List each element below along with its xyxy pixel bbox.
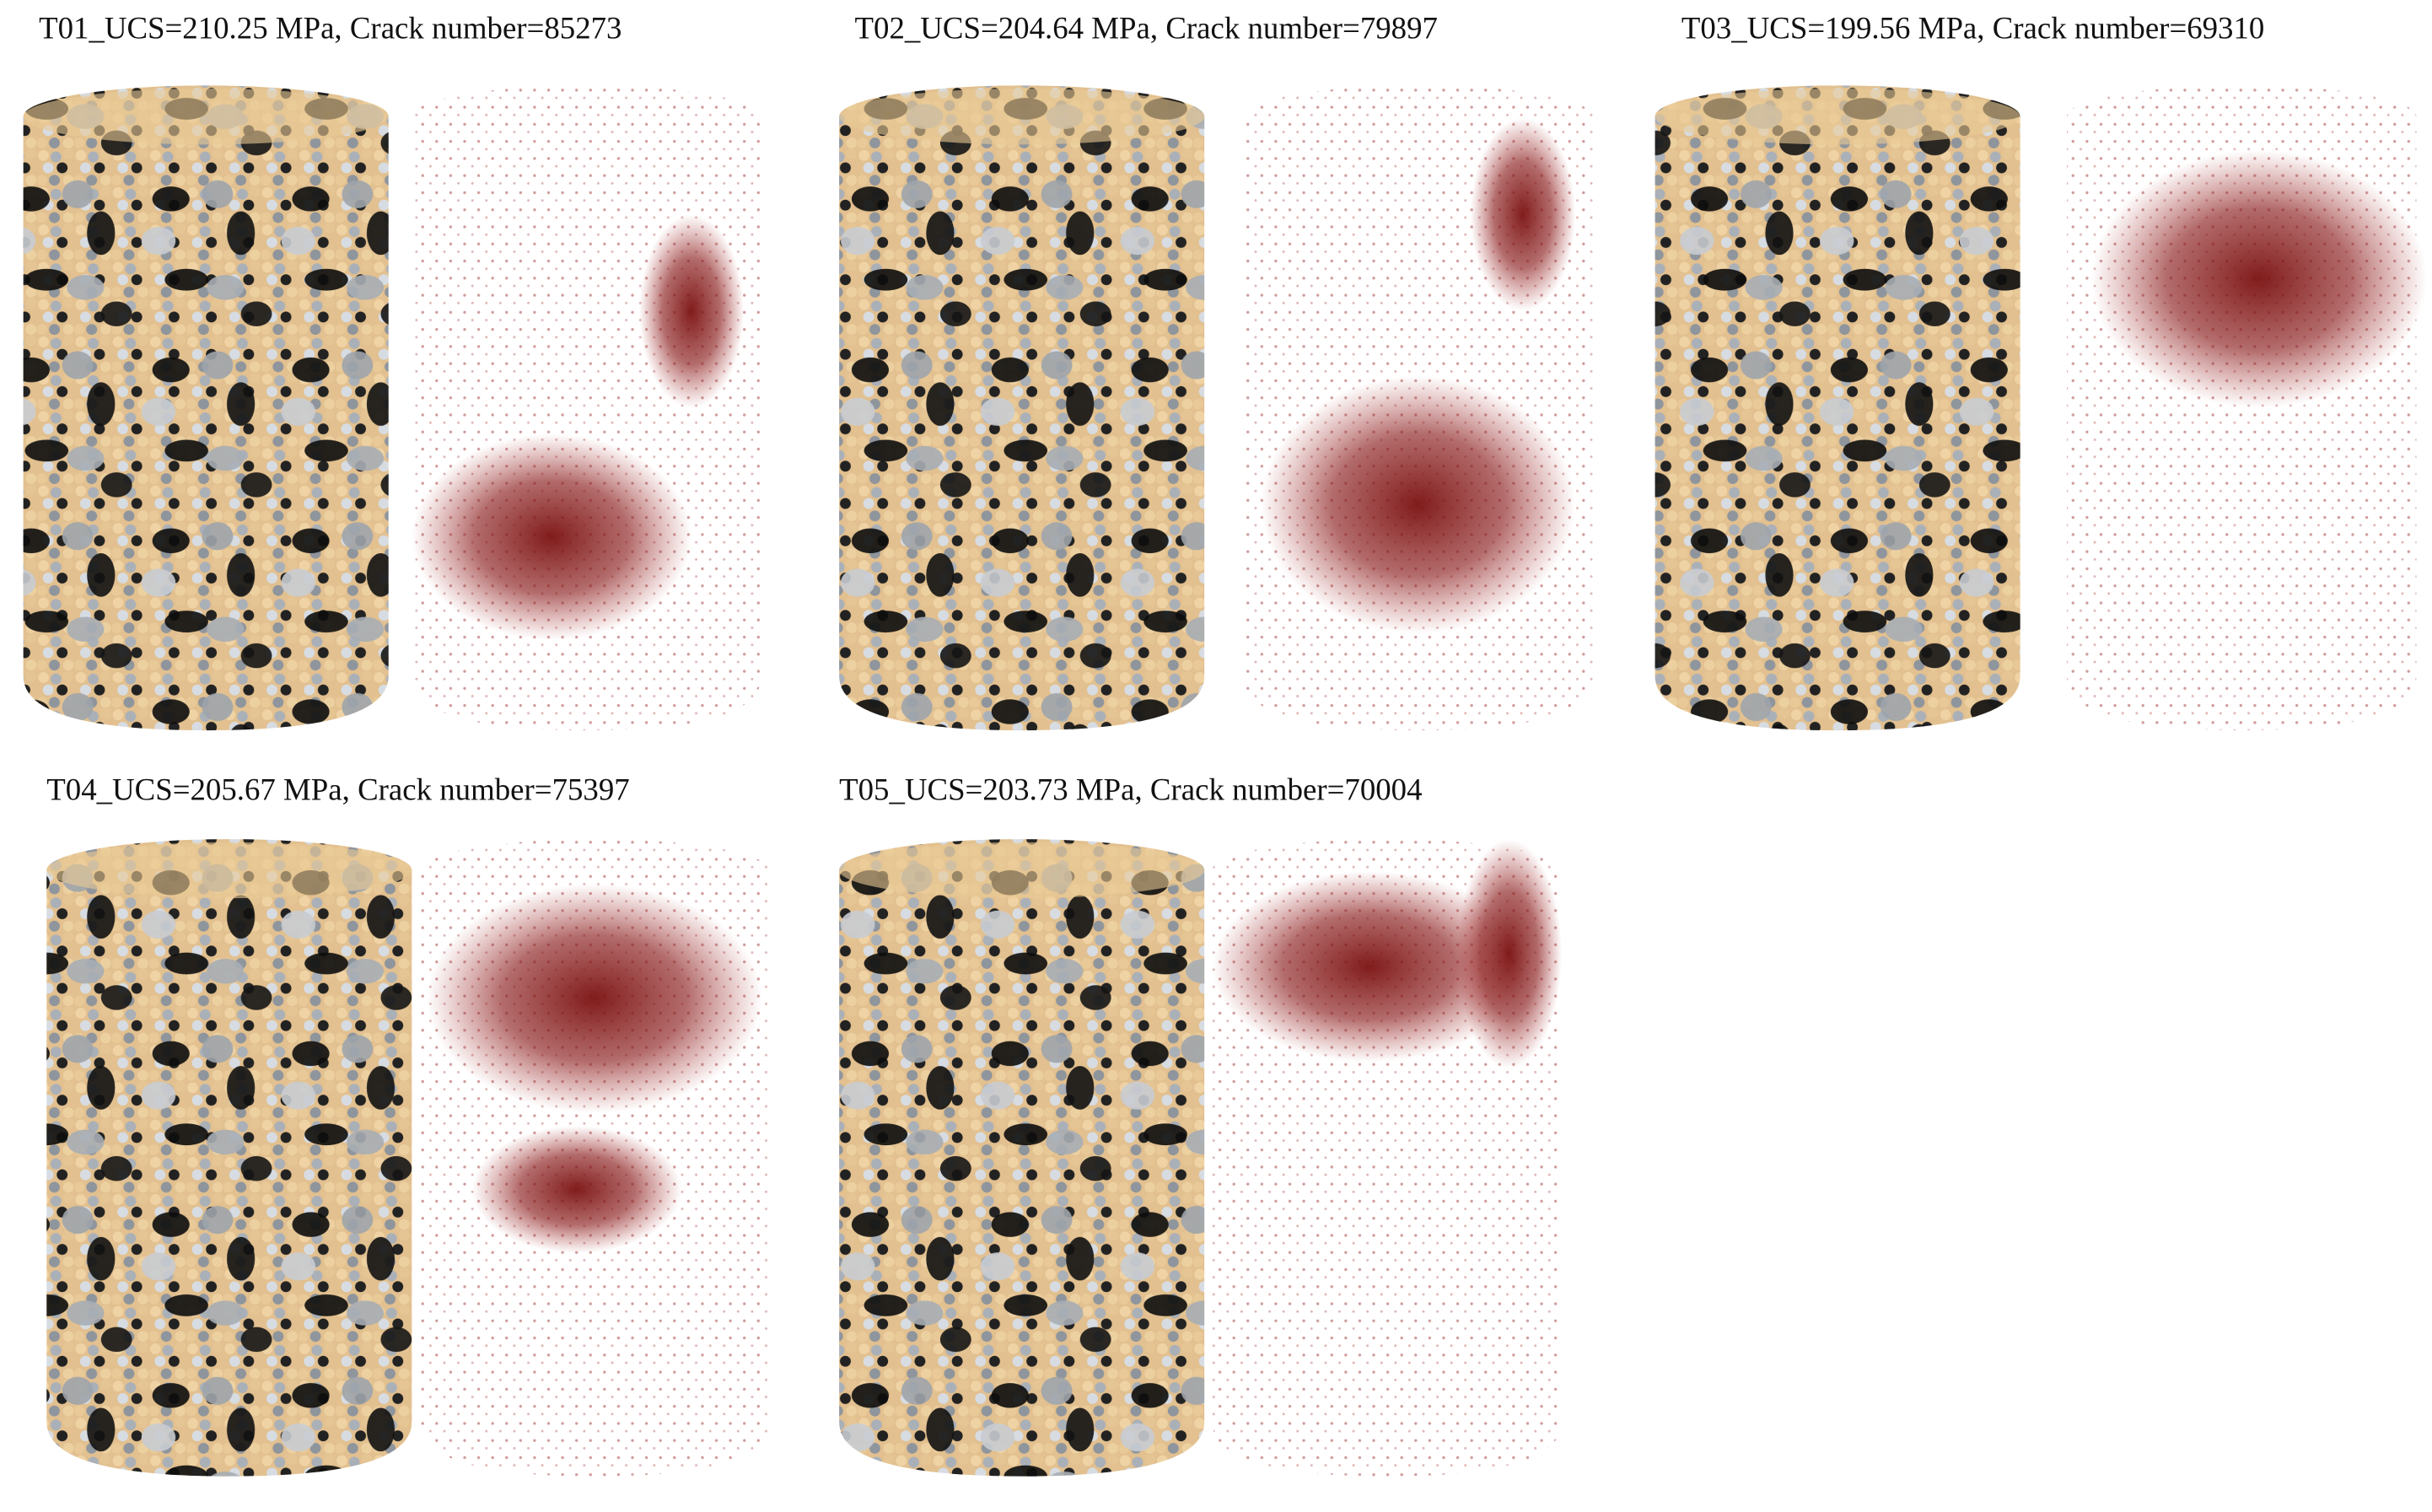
panel-title: T05_UCS=203.73 MPa, Crack number=70004: [839, 772, 1422, 806]
crack-zone: [638, 214, 745, 408]
crack-zone: [2090, 149, 2428, 408]
panel-title: T02_UCS=204.64 MPa, Crack number=79897: [855, 10, 1438, 45]
crack-zone: [1260, 375, 1576, 634]
crack-zone: [471, 1126, 682, 1254]
crack-zone: [426, 883, 762, 1113]
specimen-top: [1655, 89, 2020, 145]
panel-title: T04_UCS=205.67 MPa, Crack number=75397: [46, 772, 629, 806]
particle-clusters: [839, 85, 1205, 731]
particle-clusters: [839, 839, 1205, 1477]
crack-zone: [1470, 117, 1576, 312]
specimen-top: [23, 89, 389, 145]
crack-zone: [412, 433, 692, 641]
particle-clusters: [1655, 85, 2020, 731]
panel-title: T03_UCS=199.56 MPa, Crack number=69310: [1681, 10, 2264, 45]
particle-clusters: [23, 85, 389, 731]
specimen-top: [839, 842, 1205, 899]
crack-zone: [1212, 870, 1527, 1063]
specimen-top: [839, 89, 1205, 145]
crack-zone: [1456, 839, 1563, 1069]
particle-clusters: [46, 839, 412, 1477]
specimen-top: [46, 842, 412, 899]
panel-title: T01_UCS=210.25 MPa, Crack number=85273: [39, 10, 621, 45]
